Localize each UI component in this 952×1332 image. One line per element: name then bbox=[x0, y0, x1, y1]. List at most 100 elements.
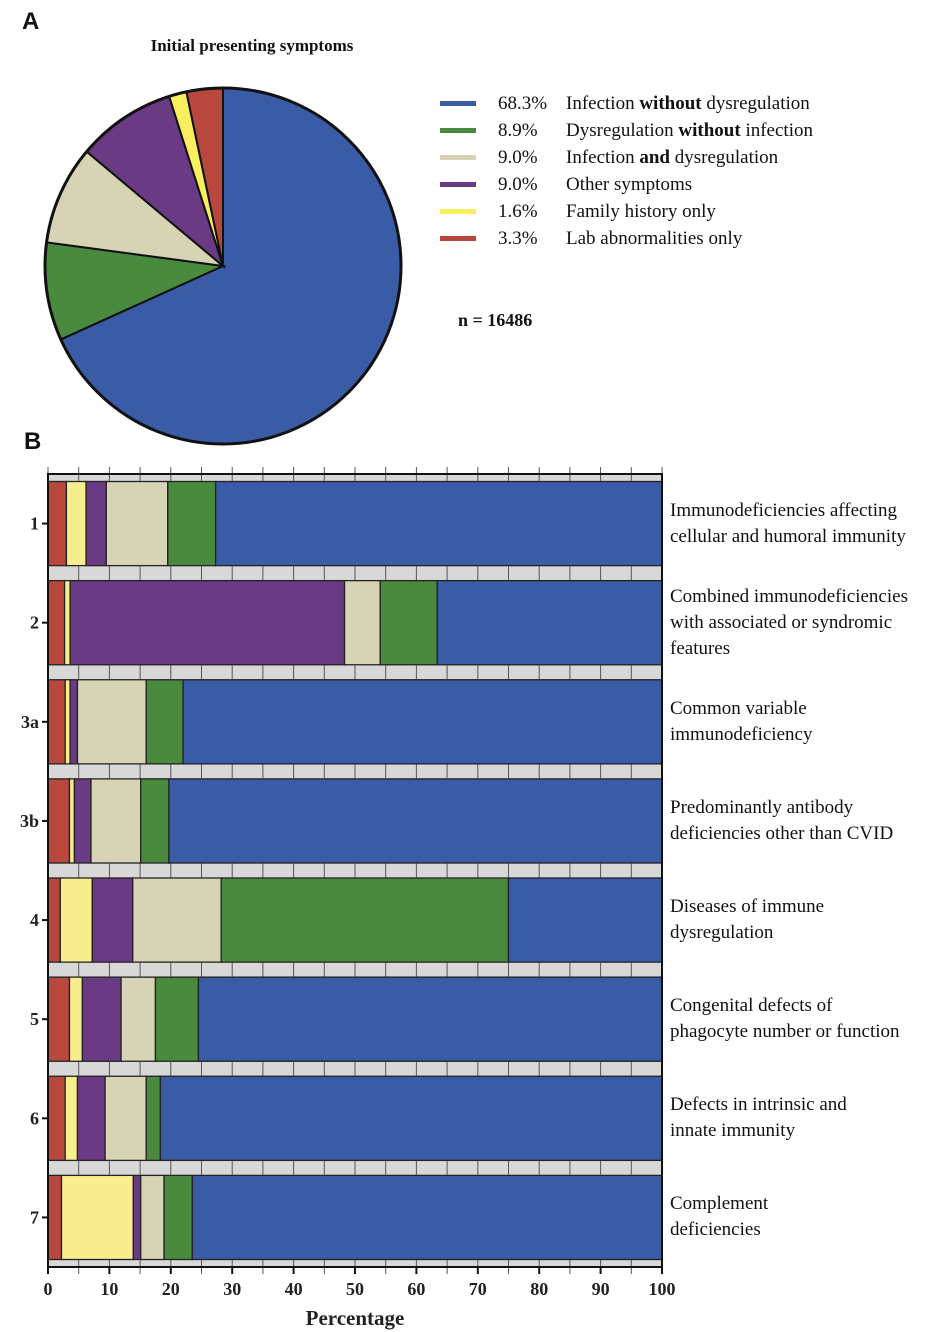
category-label-7: 7 bbox=[30, 1207, 39, 1227]
bar-segment-5-2 bbox=[81, 976, 122, 1062]
bar-segment-7-1 bbox=[60, 1174, 134, 1261]
legend-swatch bbox=[440, 155, 476, 160]
bar-segment-7-2 bbox=[132, 1174, 142, 1261]
description-line: Congenital defects of bbox=[670, 995, 833, 1017]
bar-segment-5-3 bbox=[120, 976, 157, 1062]
bar-segment-3b-5 bbox=[168, 778, 663, 864]
bar-segment-6-1 bbox=[64, 1075, 79, 1162]
legend-item-0: 68.3% Infection without dysregulation bbox=[440, 90, 940, 117]
legend-percent: 9.0% bbox=[498, 173, 538, 195]
description-line: Immunodeficiencies affecting bbox=[670, 499, 898, 521]
description-line: features bbox=[670, 637, 731, 659]
bar-description-3a: Common variable immunodeficiency bbox=[670, 696, 952, 748]
legend-percent: 8.9% bbox=[498, 119, 538, 141]
bar-segment-1-5 bbox=[214, 480, 663, 567]
legend-swatch bbox=[440, 128, 476, 133]
bar-segment-3a-3 bbox=[76, 679, 147, 765]
legend-label: Dysregulation without infection bbox=[566, 119, 813, 141]
bar-segment-4-4 bbox=[220, 877, 510, 963]
legend-item-4: 1.6% Family history only bbox=[440, 198, 940, 225]
bar-segment-3b-4 bbox=[140, 778, 170, 864]
pie-legend: 68.3% Infection without dysregulation 8.9%… bbox=[440, 90, 940, 252]
pie-chart bbox=[43, 86, 403, 446]
x-tick-label-80: 80 bbox=[530, 1279, 548, 1299]
legend-percent: 68.3% bbox=[498, 92, 548, 114]
description-line: with associated or syndromic bbox=[670, 611, 893, 633]
legend-item-3: 9.0% Other symptoms bbox=[440, 171, 940, 198]
legend-swatch bbox=[440, 209, 476, 214]
category-label-2: 2 bbox=[30, 613, 39, 633]
bar-segment-3b-0 bbox=[47, 778, 71, 864]
bar-segment-3b-3 bbox=[90, 778, 142, 864]
bar-segment-7-3 bbox=[140, 1174, 165, 1261]
bar-segment-4-0 bbox=[47, 877, 61, 963]
bar-segment-1-3 bbox=[105, 480, 169, 567]
bar-segment-3b-1 bbox=[68, 778, 76, 864]
description-line: phagocyte number or function bbox=[670, 1021, 900, 1043]
legend-item-1: 8.9% Dysregulation without infection bbox=[440, 117, 940, 144]
description-line: immunodeficiency bbox=[670, 723, 813, 745]
bar-description-7: Complement deficiencies bbox=[670, 1191, 952, 1243]
bar-segment-3a-0 bbox=[47, 679, 66, 765]
x-axis-label: Percentage bbox=[306, 1306, 405, 1330]
bar-description-4: Diseases of immune dysregulation bbox=[670, 894, 952, 946]
bar-segment-1-2 bbox=[85, 480, 107, 567]
x-tick-label-50: 50 bbox=[346, 1279, 364, 1299]
bar-segment-6-0 bbox=[47, 1075, 66, 1162]
category-label-6: 6 bbox=[30, 1108, 39, 1128]
x-tick-label-0: 0 bbox=[44, 1279, 53, 1299]
description-line: Complement bbox=[670, 1193, 769, 1215]
description-line: Defects in intrinsic and bbox=[670, 1094, 847, 1116]
bar-segment-2-4 bbox=[379, 579, 438, 666]
bar-segment-1-0 bbox=[47, 480, 68, 567]
x-tick-label-20: 20 bbox=[162, 1279, 180, 1299]
legend-percent: 3.3% bbox=[498, 227, 538, 249]
sample-size-label: n = 16486 bbox=[458, 310, 533, 330]
bar-segment-3b-2 bbox=[73, 778, 92, 864]
bar-segment-4-3 bbox=[132, 877, 222, 963]
bar-description-1: Immunodeficiencies affecting cellular and… bbox=[670, 498, 952, 550]
legend-label: Lab abnormalities only bbox=[566, 227, 743, 249]
description-line: cellular and humoral immunity bbox=[670, 525, 906, 547]
bar-segment-7-4 bbox=[163, 1174, 193, 1261]
bar-segment-6-5 bbox=[159, 1075, 663, 1162]
bar-segment-1-1 bbox=[65, 480, 87, 567]
bar-segment-7-0 bbox=[47, 1174, 63, 1261]
bar-segment-1-4 bbox=[167, 480, 217, 567]
legend-percent: 1.6% bbox=[498, 200, 538, 222]
bar-segment-6-4 bbox=[145, 1075, 162, 1162]
x-tick-label-10: 10 bbox=[100, 1279, 118, 1299]
x-tick-label-60: 60 bbox=[407, 1279, 425, 1299]
pie-chart-title: Initial presenting symptoms bbox=[150, 36, 354, 55]
bar-description-2: Combined immunodeficiencies with associat… bbox=[670, 584, 952, 662]
bar-description-6: Defects in intrinsic and innate immunity bbox=[670, 1092, 952, 1144]
description-line: Diseases of immune bbox=[670, 896, 825, 918]
bar-segment-3a-2 bbox=[69, 679, 79, 765]
bar-segment-2-3 bbox=[343, 579, 381, 666]
bar-segment-3a-1 bbox=[64, 679, 71, 765]
bar-segment-2-1 bbox=[63, 579, 71, 666]
category-label-1: 1 bbox=[30, 514, 39, 534]
bar-segment-4-2 bbox=[91, 877, 134, 963]
description-line: innate immunity bbox=[670, 1120, 796, 1142]
bar-segment-4-5 bbox=[507, 877, 663, 963]
bar-description-3b: Predominantly antibody deficiencies other… bbox=[670, 795, 952, 847]
category-label-4: 4 bbox=[30, 910, 39, 930]
x-tick-label-70: 70 bbox=[469, 1279, 487, 1299]
legend-swatch bbox=[440, 182, 476, 187]
bar-segment-2-0 bbox=[47, 579, 66, 666]
bar-segment-7-5 bbox=[191, 1174, 663, 1261]
bar-segment-5-1 bbox=[68, 976, 84, 1062]
legend-item-2: 9.0% Infection and dysregulation bbox=[440, 144, 940, 171]
bar-segment-3a-4 bbox=[145, 679, 184, 765]
legend-swatch bbox=[440, 101, 476, 106]
description-line: Predominantly antibody bbox=[670, 796, 854, 818]
category-label-3a: 3a bbox=[21, 712, 39, 732]
bar-segment-6-3 bbox=[104, 1075, 147, 1162]
bar-segment-3a-5 bbox=[182, 679, 663, 765]
bar-description-5: Congenital defects of phagocyte number or… bbox=[670, 993, 952, 1045]
bar-segment-5-5 bbox=[197, 976, 663, 1062]
legend-label: Family history only bbox=[566, 200, 716, 222]
legend-label: Infection without dysregulation bbox=[566, 92, 810, 114]
